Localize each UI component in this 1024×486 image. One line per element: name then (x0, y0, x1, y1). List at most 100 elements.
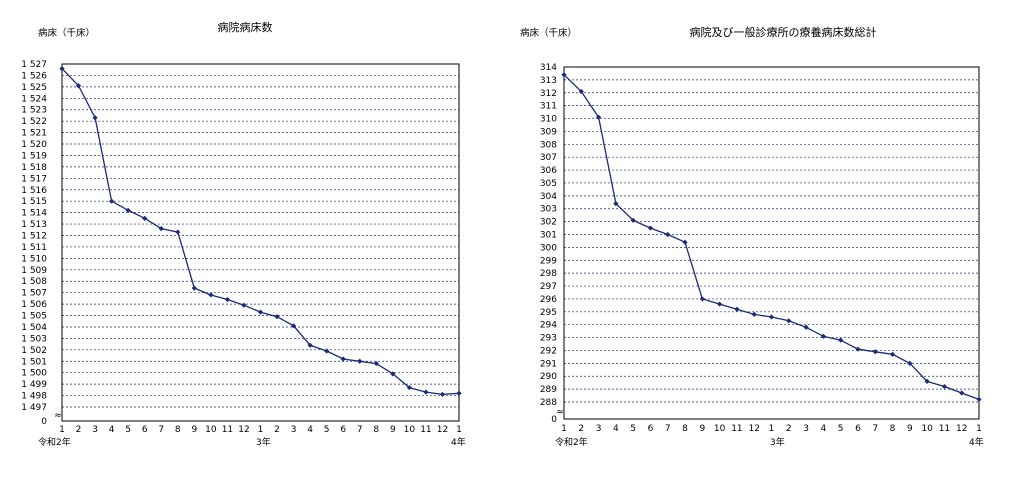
x-tick-label: 8 (890, 424, 896, 434)
x-tick-label: 8 (373, 425, 379, 435)
data-point (959, 390, 965, 396)
series-line (61, 68, 460, 396)
x-tick-label: 6 (855, 424, 861, 434)
y-tick-label: 290 (540, 372, 557, 382)
data-point (92, 115, 98, 121)
y-tick-label: 1 502 (21, 346, 47, 356)
y-tick-label: 1 506 (21, 300, 47, 310)
data-point (175, 229, 181, 235)
data-point (768, 314, 775, 320)
data-point (125, 207, 131, 213)
x-tick-label: 5 (838, 424, 844, 434)
right-plot-frame (563, 66, 980, 420)
x-tick-label: 7 (357, 425, 363, 435)
y-tick-label: 1 521 (21, 129, 47, 139)
y-tick-label: 1 500 (21, 369, 47, 379)
data-point (665, 231, 671, 238)
data-point (613, 200, 619, 207)
x-tick-label: 12 (748, 424, 759, 434)
left-year-label-end: 4年 (451, 436, 466, 448)
x-tick-label: 11 (939, 424, 950, 434)
x-tick-label: 4 (109, 425, 115, 435)
data-point (390, 371, 396, 377)
data-point (786, 318, 792, 324)
x-tick-label: 8 (175, 425, 181, 435)
left-year-label-start: 令和2年 (38, 436, 71, 448)
x-tick-label: 9 (390, 425, 396, 435)
data-point (907, 360, 913, 366)
x-tick-label: 11 (731, 424, 742, 434)
y-tick-label: 291 (540, 359, 557, 369)
data-point (373, 360, 379, 367)
data-point (290, 323, 297, 329)
y-tick-label: 295 (540, 308, 557, 318)
x-tick-label: 9 (907, 424, 913, 434)
x-tick-label: 12 (437, 425, 448, 435)
left-year-label-mid: 3年 (256, 436, 271, 448)
x-tick-label: 9 (191, 425, 197, 435)
y-tick-label: 310 (540, 115, 557, 125)
data-point (941, 383, 948, 390)
y-tick-label: 1 515 (21, 197, 47, 207)
y-tick-label: 314 (540, 63, 557, 73)
y-tick-label: 1 513 (21, 220, 47, 230)
y-tick-label: 1 519 (21, 151, 47, 161)
y-tick-label: 292 (540, 346, 557, 356)
data-point (751, 311, 757, 317)
y-tick-label: 1 526 (21, 71, 47, 81)
x-tick-label: 2 (76, 425, 82, 435)
y-tick-label: 1 498 (21, 392, 47, 402)
right-year-label-mid: 3年 (770, 436, 785, 448)
x-tick-label: 12 (956, 424, 967, 434)
data-point (439, 391, 446, 398)
x-tick-label: 1 (769, 424, 775, 434)
data-point (109, 198, 115, 204)
data-point (324, 348, 330, 354)
x-tick-label: 5 (630, 424, 636, 434)
y-tick-label: 1 518 (21, 163, 47, 173)
y-tick-label: 313 (540, 76, 557, 86)
y-tick-label: 1 501 (21, 357, 47, 367)
y-tick-label: 1 507 (21, 289, 47, 299)
x-tick-label: 5 (324, 425, 330, 435)
right-unit-label: 病床（千床） (520, 27, 577, 39)
y-tick-label: 1 512 (21, 232, 47, 242)
data-point (357, 358, 363, 364)
data-point (142, 215, 148, 221)
y-tick-label: 297 (540, 282, 557, 292)
axis-break-mark: ≈ (556, 408, 564, 418)
x-tick-label: 2 (274, 425, 280, 435)
y-tick-label: 1 514 (21, 209, 47, 219)
right-year-label-end: 4年 (969, 436, 984, 448)
data-point (734, 306, 740, 312)
data-point (406, 384, 412, 391)
data-point (647, 225, 654, 231)
x-tick-label: 4 (613, 424, 619, 434)
x-tick-label: 1 (976, 424, 982, 434)
x-tick-label: 10 (921, 424, 933, 434)
y-tick-label: 294 (540, 321, 557, 331)
y-tick-label: 1 497 (21, 403, 47, 413)
y-tick-label: 300 (540, 243, 557, 253)
x-tick-label: 6 (340, 425, 346, 435)
y-tick-label: 311 (540, 102, 557, 112)
data-point (423, 389, 429, 395)
data-point (855, 346, 861, 352)
x-tick-label: 10 (404, 425, 416, 435)
x-tick-label: 7 (872, 424, 878, 434)
left-unit-label: 病床（千床） (38, 27, 95, 39)
y-tick-label: 289 (540, 385, 557, 395)
y-tick-label: 1 522 (21, 117, 47, 127)
x-tick-label: 3 (291, 425, 297, 435)
y-tick-label: 301 (540, 231, 557, 241)
data-point (889, 351, 896, 357)
y-tick-label: 1 524 (21, 94, 47, 104)
y-tick-label: 305 (540, 179, 557, 189)
y-tick-label: 312 (540, 89, 557, 99)
x-tick-label: 10 (714, 424, 726, 434)
right-zero-label: 0 (551, 415, 557, 425)
x-tick-label: 7 (158, 425, 164, 435)
data-point (456, 390, 462, 396)
y-tick-label: 308 (540, 140, 557, 150)
